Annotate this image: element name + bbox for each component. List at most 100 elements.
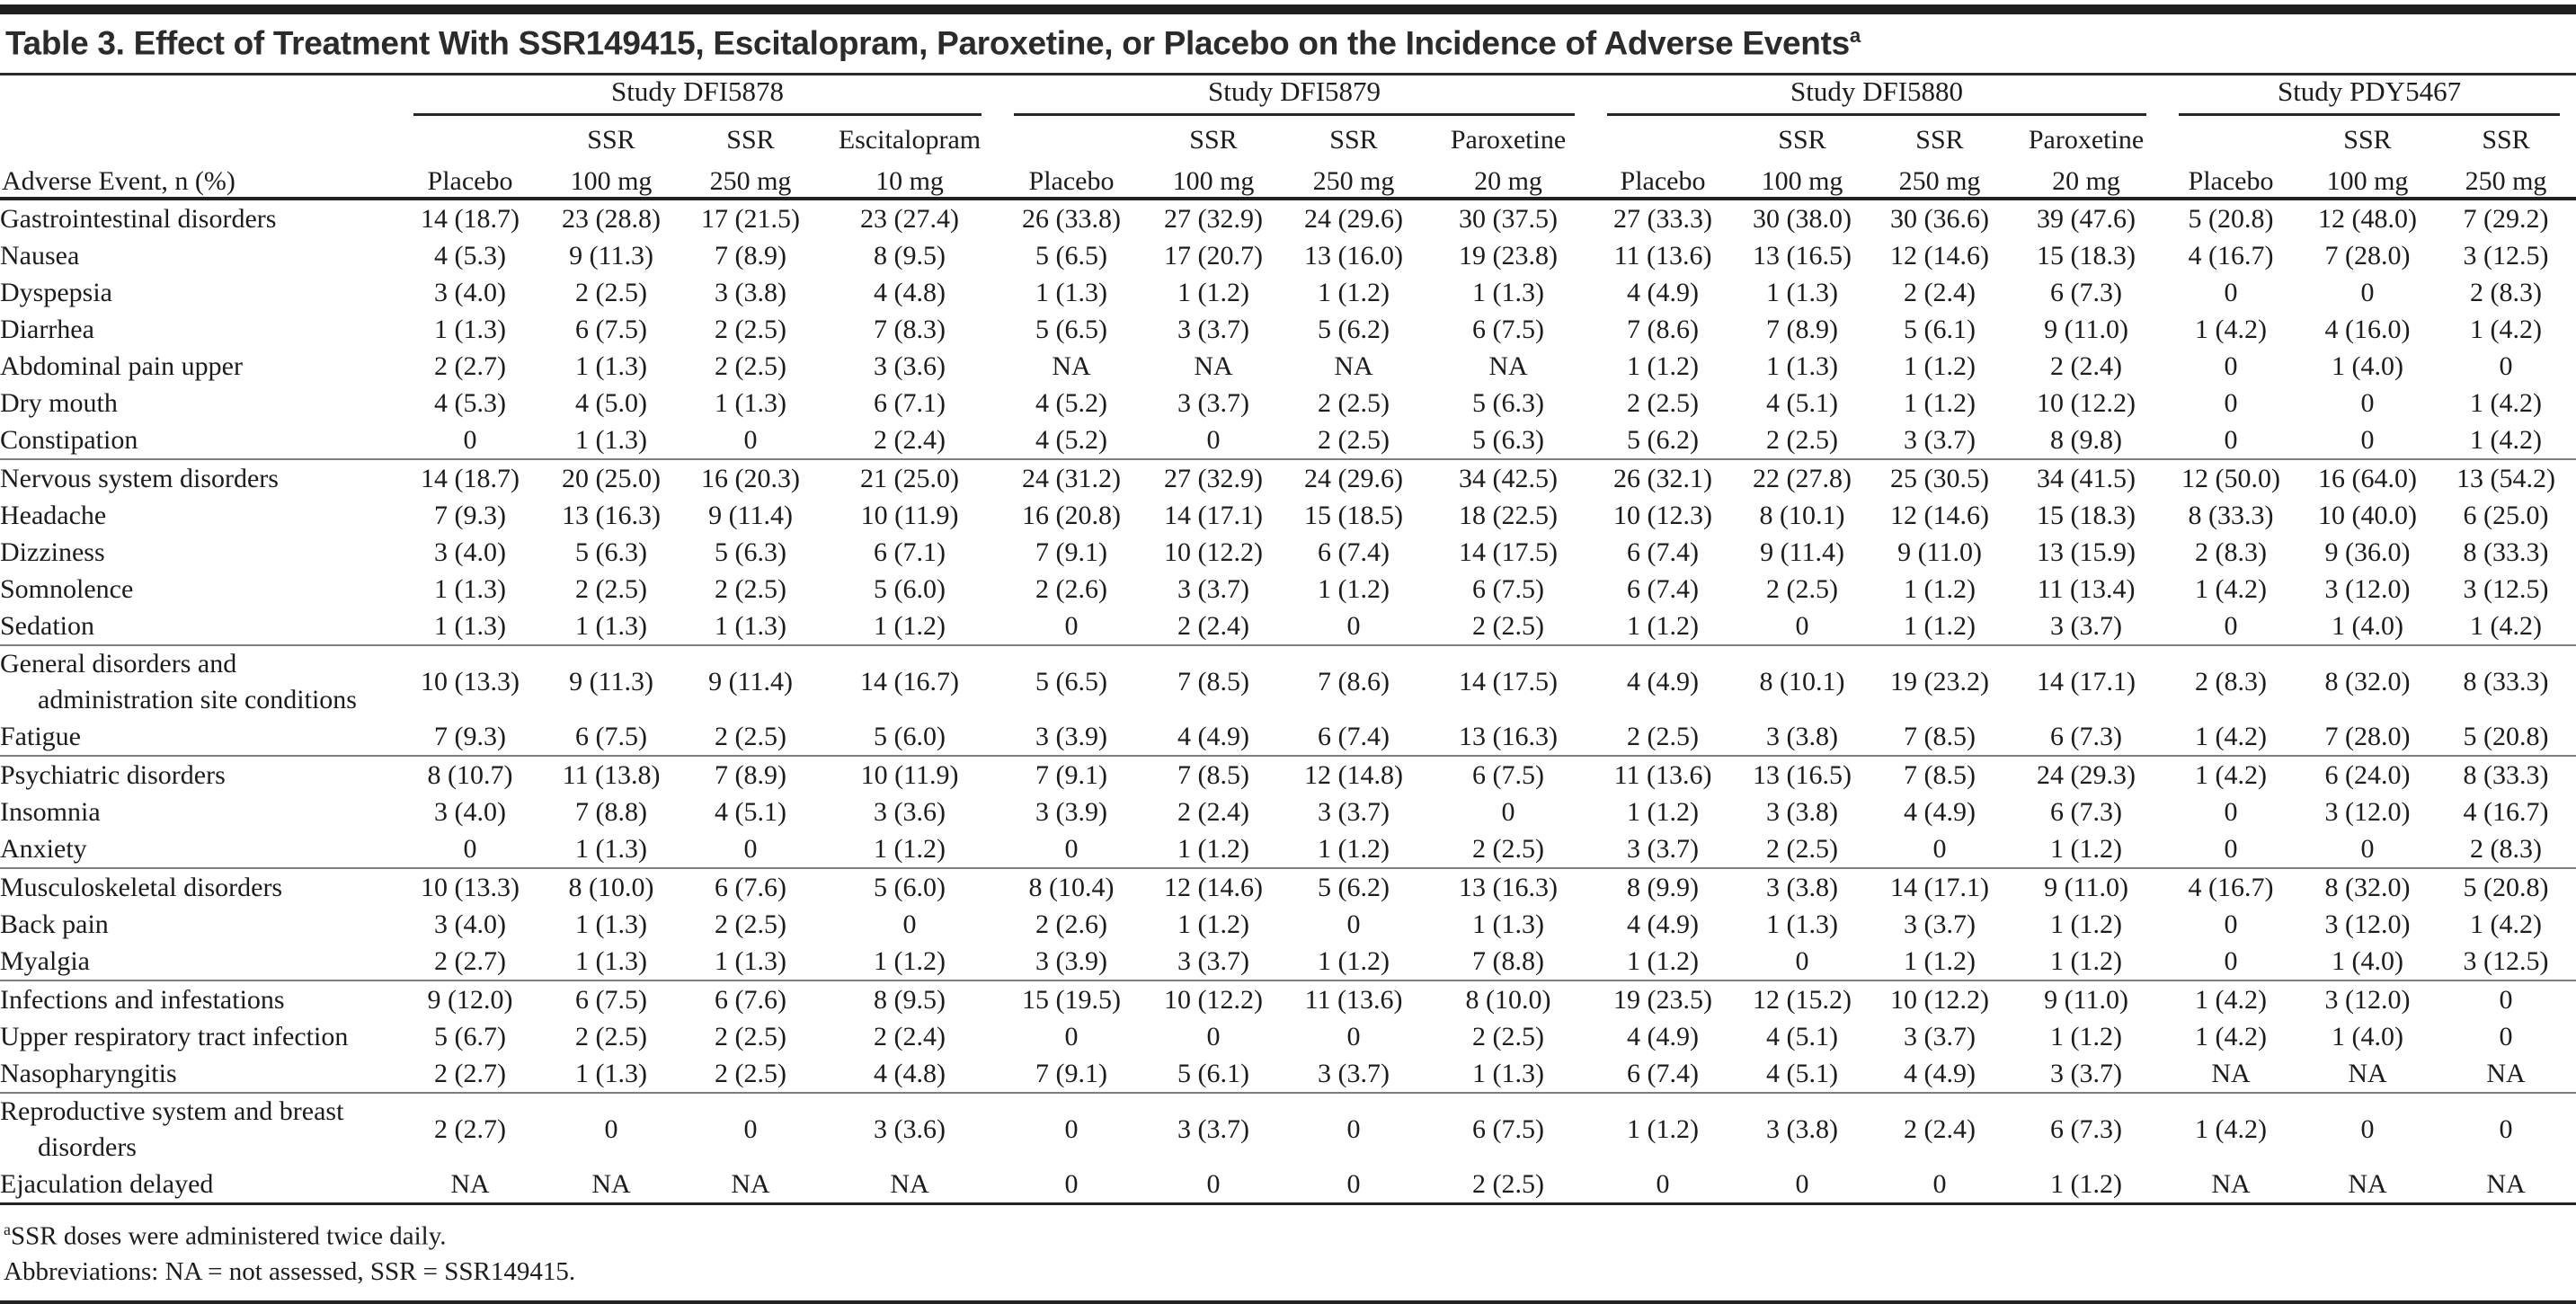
data-cell: 1 (1.2) [874, 833, 946, 864]
table-row: Dyspepsia 3 (4.0) 2 (2.5) 3 (3.8) 4 (4.8) 1 (… [0, 274, 2576, 311]
data-cell: 2 (2.5) [575, 277, 647, 307]
data-cell: 15 (19.5) [998, 980, 1145, 1019]
data-cell: 9 (11.3) [543, 644, 680, 719]
adverse-event-label: Dry mouth [0, 385, 397, 421]
data-cell: 1 (1.3) [575, 350, 647, 381]
data-cell: 2 (2.5) [1472, 833, 1544, 864]
data-cell: 8 (10.7) [397, 755, 543, 794]
data-cell: 10 (13.3) [397, 644, 543, 719]
adverse-event-label: Headache [0, 497, 397, 534]
data-cell: NA [1334, 350, 1373, 381]
data-cell: 8 (9.5) [874, 240, 946, 271]
adverse-event-label-text: Reproductive system and breast disorders [0, 1096, 344, 1163]
top-rule [0, 4, 2576, 14]
data-cell: 10 (12.2) [1870, 980, 2010, 1019]
drug-header-cell: SSR [1778, 125, 1826, 155]
data-cell: 25 (30.5) [1870, 458, 2010, 498]
table-row: Nasopharyngitis 2 (2.7) 1 (1.3) 2 (2.5) 4 (4… [0, 1055, 2576, 1093]
data-cell: 1 (1.2) [2050, 945, 2122, 976]
data-cell: 9 (36.0) [2324, 537, 2411, 567]
data-cell: 0 [1932, 833, 1947, 864]
adverse-event-label-text: Dizziness [0, 537, 105, 567]
data-cell: 7 (8.5) [1870, 755, 2010, 794]
data-cell: 7 (8.8) [575, 796, 647, 827]
data-cell: 10 (12.2) [1145, 980, 1282, 1019]
data-cell: 26 (33.8) [1022, 203, 1121, 234]
data-cell: NA [2436, 1166, 2576, 1206]
adverse-event-label: Insomnia [0, 794, 397, 830]
data-cell: 1 (4.2) [2163, 1092, 2299, 1167]
data-cell: 1 (1.2) [1318, 573, 1390, 604]
adverse-event-label-text: Sedation [0, 610, 94, 641]
data-cell: 14 (18.7) [397, 458, 543, 498]
data-cell: 0 [1346, 909, 1361, 939]
adverse-event-label: Constipation [0, 421, 397, 459]
adverse-events-table: Study DFI5878 Study DFI5879 Study DFI5880 S… [0, 75, 2576, 1206]
data-cell: 5 (6.3) [1472, 424, 1544, 455]
data-cell: 14 (16.7) [822, 644, 998, 719]
data-cell: 1 (1.2) [1318, 945, 1390, 976]
data-cell: 0 [2224, 350, 2238, 381]
data-cell: 2 (2.5) [1472, 1021, 1544, 1051]
data-cell: 1 (1.2) [1591, 1092, 1735, 1167]
adverse-event-label-text: Infections and infestations [0, 984, 285, 1015]
data-cell: 6 (7.3) [2010, 1092, 2163, 1167]
data-cell: 23 (27.4) [860, 203, 959, 234]
study-group-name-1: Study DFI5879 [1014, 75, 1575, 117]
table-row: Headache 7 (9.3) 13 (16.3) 9 (11.4) 10 (11.9… [0, 497, 2576, 534]
data-cell: 1 (1.3) [715, 387, 786, 418]
data-cell: 5 (6.5) [1035, 240, 1107, 271]
data-cell: 2 (2.5) [575, 1021, 647, 1051]
adverse-event-label: Musculoskeletal disorders [0, 867, 397, 907]
data-cell: 4 (4.9) [1627, 909, 1699, 939]
data-cell: 4 (5.1) [1766, 1058, 1838, 1088]
data-cell: 4 (5.1) [715, 796, 786, 827]
data-cell: 0 [1206, 424, 1221, 455]
data-cell: 1 (1.2) [2050, 909, 2122, 939]
table-row: Dizziness 3 (4.0) 5 (6.3) 5 (6.3) 6 (7.1) 7 (… [0, 534, 2576, 571]
data-cell: 17 (20.7) [1164, 240, 1263, 271]
data-cell: 2 (2.4) [874, 1021, 946, 1051]
adverse-event-label: Diarrhea [0, 311, 397, 348]
table-row: Nervous system disorders 14 (18.7) 20 (25.… [0, 458, 2576, 498]
table-row: Myalgia 2 (2.7) 1 (1.3) 1 (1.3) 1 (1.2) 3 (3.… [0, 943, 2576, 980]
data-cell: 3 (3.7) [1145, 1092, 1282, 1167]
data-cell: 1 (1.2) [874, 610, 946, 641]
footnote-abbreviations: Abbreviations: NA = not assessed, SSR = … [4, 1255, 2576, 1290]
data-cell: 4 (4.9) [1591, 644, 1735, 719]
dose-header-cell: 100 mg [543, 155, 680, 201]
data-cell: 6 (7.4) [1318, 721, 1390, 751]
data-cell: 6 (7.4) [1627, 573, 1699, 604]
footnote-dose-text: SSR doses were administered twice daily. [10, 1221, 447, 1251]
adverse-event-label-text: Fatigue [0, 721, 81, 751]
adverse-event-label: Anxiety [0, 830, 397, 868]
dose-header-cell: 100 mg [1735, 155, 1870, 201]
data-cell: 3 (3.6) [822, 1092, 998, 1167]
adverse-event-label-text: General disorders and administration sit… [0, 649, 357, 715]
data-cell: 6 (7.1) [874, 537, 946, 567]
data-cell: 1 (1.2) [1627, 796, 1699, 827]
adverse-event-label-text: Upper respiratory tract infection [0, 1021, 349, 1051]
data-cell: 3 (3.9) [1035, 945, 1107, 976]
data-cell: 6 (7.5) [1426, 755, 1591, 794]
data-cell: 1 (1.3) [575, 424, 647, 455]
adverse-event-label-text: Dry mouth [0, 387, 118, 418]
data-cell: 2 (2.5) [1472, 610, 1544, 641]
data-cell: 3 (4.0) [434, 537, 506, 567]
data-cell: 21 (25.0) [822, 458, 998, 498]
adverse-event-label-text: Constipation [0, 424, 138, 455]
data-cell: 0 [2224, 945, 2238, 976]
data-cell: 4 (4.9) [1904, 796, 1976, 827]
data-cell: 0 [2360, 833, 2375, 864]
data-cell: 1 (1.2) [1904, 945, 1976, 976]
data-cell: 15 (18.5) [1304, 500, 1403, 530]
data-cell: 12 (14.8) [1282, 755, 1426, 794]
bottom-rule [0, 1300, 2576, 1304]
data-cell: 5 (6.0) [874, 721, 946, 751]
data-cell: 5 (6.3) [715, 537, 786, 567]
data-cell: 1 (1.2) [1627, 610, 1699, 641]
data-cell: 23 (28.8) [562, 203, 661, 234]
data-cell: 4 (4.9) [1627, 277, 1699, 307]
data-cell: 3 (3.7) [1177, 945, 1249, 976]
data-cell: 3 (3.7) [1318, 1058, 1390, 1088]
